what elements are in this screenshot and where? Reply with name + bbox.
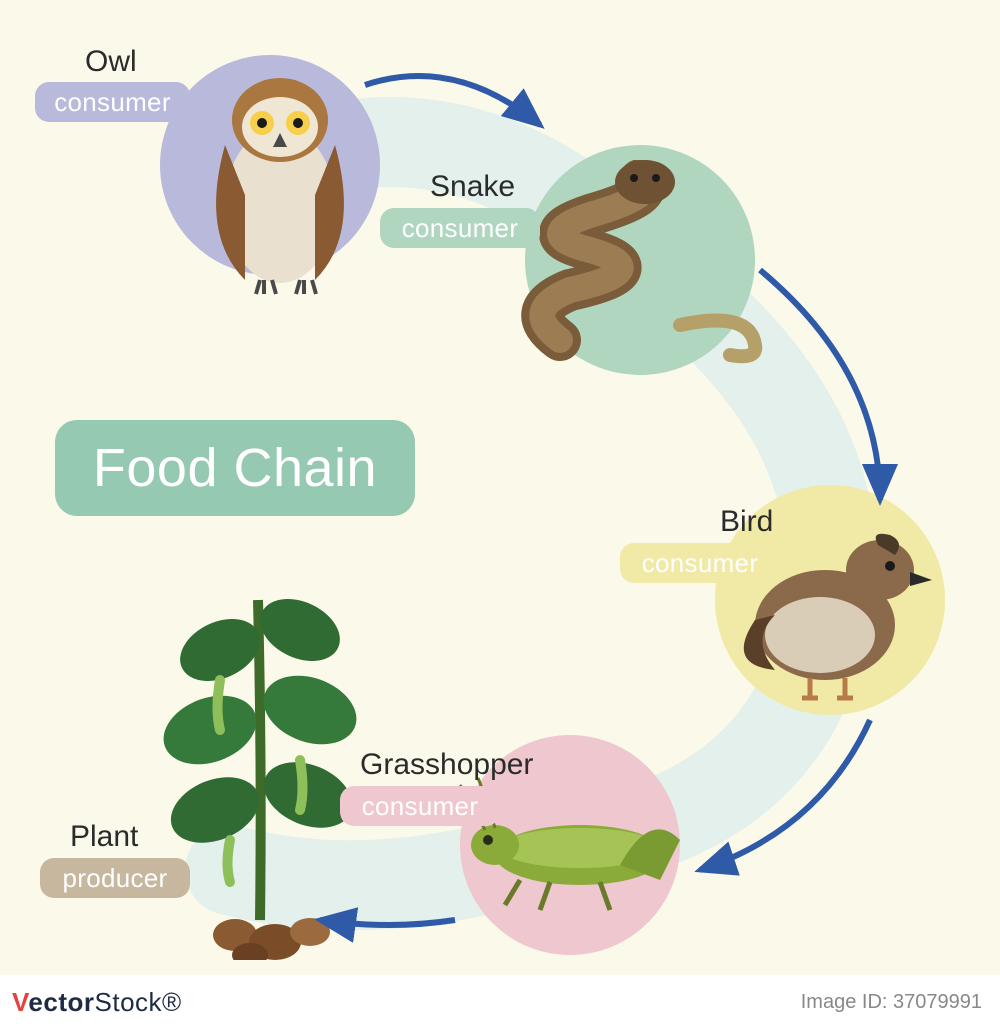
arrow-snake-to-bird <box>760 270 880 500</box>
arrow-grasshopper-to-plant <box>320 920 455 925</box>
vectorstock-brand: VectorStock® <box>12 987 182 1018</box>
plant-illustration <box>150 560 370 960</box>
bird-role-pill: consumer <box>620 543 780 583</box>
bird-label: Bird <box>720 505 773 539</box>
arrow-bird-to-grasshopper <box>700 720 870 870</box>
diagram-title: Food Chain <box>55 420 415 516</box>
image-id: Image ID: 37079991 <box>801 991 982 1014</box>
snake-circle <box>525 145 755 375</box>
grasshopper-role-pill: consumer <box>340 786 500 826</box>
snake-role-pill: consumer <box>380 208 540 248</box>
arrow-owl-to-snake <box>365 76 540 125</box>
snake-label: Snake <box>430 170 515 204</box>
plant-label: Plant <box>70 820 138 854</box>
owl-role-pill: consumer <box>35 82 190 122</box>
watermark-footer: VectorStock® Image ID: 37079991 <box>0 975 1000 1029</box>
food-chain-diagram: Food Chain <box>0 0 1000 1029</box>
grasshopper-label: Grasshopper <box>360 748 533 782</box>
plant-role-pill: producer <box>40 858 190 898</box>
owl-label: Owl <box>85 45 137 79</box>
owl-circle <box>160 55 380 275</box>
